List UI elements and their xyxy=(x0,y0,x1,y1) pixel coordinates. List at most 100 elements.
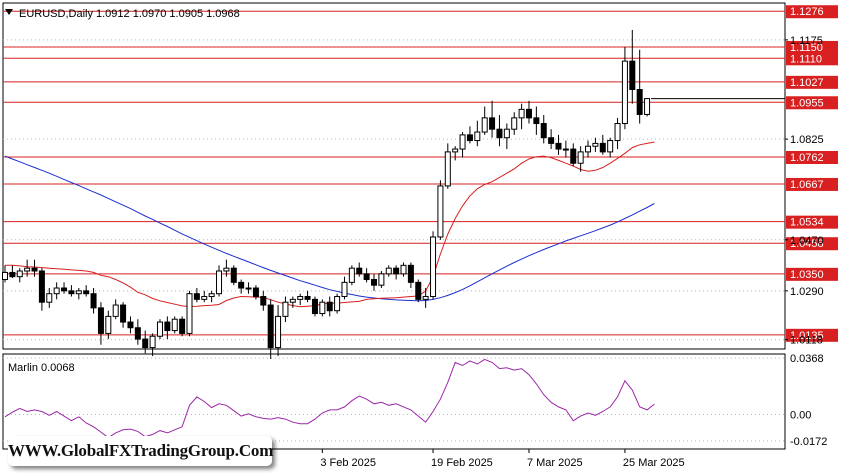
candle-body xyxy=(201,296,208,300)
main-panel xyxy=(2,2,786,350)
candle-body xyxy=(363,273,370,281)
indicator-panel xyxy=(2,353,786,450)
candle-body xyxy=(489,117,496,130)
candle-body xyxy=(216,270,223,295)
level-label: 1.0458 xyxy=(790,238,824,250)
candle-body xyxy=(444,151,451,187)
candle-body xyxy=(112,304,119,317)
candle-body xyxy=(540,123,547,139)
candle-body xyxy=(326,301,333,312)
candle-body xyxy=(186,293,193,334)
candle-body xyxy=(134,327,141,340)
candle-body xyxy=(31,267,38,272)
y-tick-label: 1.0118 xyxy=(790,335,823,347)
indicator-y-tick-label: 0.0368 xyxy=(790,353,824,365)
level-label: 1.1150 xyxy=(790,42,823,54)
candle-body xyxy=(466,134,473,142)
candle-body xyxy=(120,304,127,323)
level-label-bg xyxy=(786,177,838,191)
candle-body xyxy=(496,128,503,139)
candle-body xyxy=(275,315,282,349)
candle-body xyxy=(16,270,23,278)
indicator-y-tick-label: -0.0172 xyxy=(790,436,827,448)
candle-body xyxy=(422,296,429,300)
candle-body xyxy=(252,287,259,298)
candle-body xyxy=(533,117,540,125)
collapse-triangle-icon[interactable] xyxy=(5,9,13,15)
candle-body xyxy=(614,123,621,142)
candle-body xyxy=(393,267,400,275)
candle-body xyxy=(171,318,178,332)
candle-body xyxy=(607,140,614,153)
level-label: 1.0955 xyxy=(790,97,824,109)
candle-body xyxy=(548,137,555,144)
level-label-bg xyxy=(786,215,838,229)
candle-body xyxy=(341,281,348,298)
candle-body xyxy=(378,273,385,286)
oscillator-line xyxy=(4,358,655,439)
candle-body xyxy=(621,60,628,125)
candle-body xyxy=(156,321,163,337)
candle-body xyxy=(385,267,392,275)
watermark-banner: WWW.GlobalFXTradingGroup.Com xyxy=(8,436,273,466)
candle-body xyxy=(9,271,16,278)
candle-body xyxy=(644,98,651,115)
candle-body xyxy=(260,296,267,306)
candle-body xyxy=(481,117,488,133)
candle-body xyxy=(46,293,53,303)
candle-body xyxy=(430,236,437,298)
level-label-bg xyxy=(786,328,838,342)
candle-body xyxy=(319,301,326,315)
indicator-y-tick-label: 0.00 xyxy=(790,410,811,422)
candle-body xyxy=(282,301,289,317)
level-label-bg xyxy=(786,267,838,281)
candle-body xyxy=(38,270,45,303)
candle-body xyxy=(267,304,274,349)
level-label: 1.0534 xyxy=(790,217,824,229)
candle-body xyxy=(208,293,215,298)
x-tick-label: 3 Feb 2025 xyxy=(320,457,376,469)
y-tick-label: 1.0825 xyxy=(790,134,824,146)
level-label: 1.0350 xyxy=(790,269,824,281)
level-label-bg xyxy=(786,40,838,54)
candle-body xyxy=(577,151,584,164)
candle-body xyxy=(127,321,134,329)
level-label-bg xyxy=(786,237,838,251)
level-label: 1.1110 xyxy=(790,53,822,65)
candle-body xyxy=(585,145,592,153)
level-label-bg xyxy=(786,52,838,66)
y-tick-label: 1.1175 xyxy=(790,35,823,47)
candle-body xyxy=(562,148,569,151)
candle-body xyxy=(297,296,304,300)
level-label: 1.0135 xyxy=(790,330,824,342)
candle-body xyxy=(474,131,481,142)
y-tick-label: 1.0290 xyxy=(790,286,824,298)
horizontal-levels xyxy=(3,10,785,336)
candle-body xyxy=(437,185,444,238)
symbol-header: EURUSD,Daily 1.0912 1.0970 1.0905 1.0968 xyxy=(19,8,240,20)
candle-body xyxy=(304,296,311,300)
candle-body xyxy=(407,264,414,283)
candle-body xyxy=(311,298,318,315)
level-label: 1.1027 xyxy=(790,77,824,89)
candle-body xyxy=(348,267,355,283)
candle-body xyxy=(334,296,341,312)
level-label-bg xyxy=(786,96,838,110)
candle-body xyxy=(230,267,237,283)
level-label-bg xyxy=(786,5,838,19)
candle-body xyxy=(193,293,200,300)
oscillator-line xyxy=(4,358,655,439)
candle-body xyxy=(636,89,643,115)
candle-body xyxy=(629,60,636,90)
candle-body xyxy=(97,307,104,334)
candle-body xyxy=(24,267,31,272)
candle-body xyxy=(53,287,60,295)
candle-body xyxy=(90,293,97,309)
candle-body xyxy=(149,335,156,349)
y-tick-label: 1.0470 xyxy=(790,235,824,247)
candle-body xyxy=(415,281,422,300)
candle-body xyxy=(61,287,68,292)
candle-body xyxy=(289,298,296,303)
candle-body xyxy=(555,142,562,150)
